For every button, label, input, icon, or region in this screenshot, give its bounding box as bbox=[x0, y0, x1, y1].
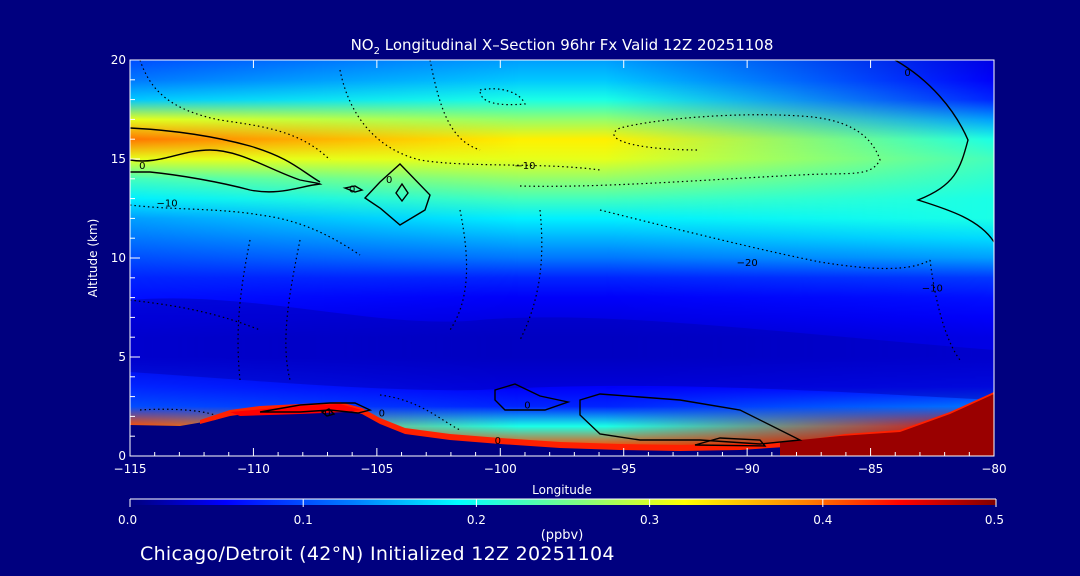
x-tick-label: −115 bbox=[114, 462, 147, 476]
colorbar-ticks: 0.0 0.1 0.2 0.3 0.4 0.5 bbox=[118, 499, 1004, 527]
contour-neg-8 bbox=[449, 209, 468, 331]
colorbar-tick-label: 0.0 bbox=[118, 513, 137, 527]
y-tick-label: 15 bbox=[111, 152, 126, 166]
contour-0-terrain-small bbox=[320, 408, 336, 417]
contour-0-west bbox=[130, 149, 323, 193]
y-axis-label: Altitude (km) bbox=[86, 219, 100, 298]
surface-no2-west bbox=[230, 404, 362, 416]
y-tick-label: 10 bbox=[111, 251, 126, 265]
mid-trop-low-band bbox=[130, 298, 994, 400]
contour-neg-14 bbox=[379, 394, 461, 431]
contour-0-diamond-inner bbox=[395, 182, 409, 203]
contour-label: 0 bbox=[349, 185, 355, 196]
contour-label: 0 bbox=[379, 408, 385, 419]
plot-area: 0 −10 0 0 −10 −20 −10 0 0 0 0 0 bbox=[130, 60, 994, 456]
colorbar-tick-label: 0.5 bbox=[985, 513, 1004, 527]
contour-0-west-upper bbox=[130, 127, 321, 183]
contour-label: −10 bbox=[514, 161, 535, 172]
x-axis-label: Longitude bbox=[532, 483, 592, 497]
colorbar-tick-label: 0.1 bbox=[294, 513, 313, 527]
x-tick-label: −95 bbox=[611, 462, 636, 476]
x-tick-label: −105 bbox=[360, 462, 393, 476]
colorbar-label: (ppbv) bbox=[541, 528, 584, 543]
colorbar-tick-label: 0.3 bbox=[640, 513, 659, 527]
surface-no2-east bbox=[780, 394, 994, 456]
y-axis: 0 5 10 15 20 bbox=[111, 53, 140, 463]
heatmap-east bbox=[130, 60, 994, 456]
y-tick-label: 20 bbox=[111, 53, 126, 67]
contour-neg-5 bbox=[519, 114, 881, 187]
contour-0-low-east-2 bbox=[694, 437, 767, 447]
contour-0-low-east bbox=[579, 393, 803, 445]
x-tick-label: −85 bbox=[858, 462, 883, 476]
contour-neg-7 bbox=[929, 259, 961, 361]
x-tick-label: −110 bbox=[237, 462, 270, 476]
contour-label: −10 bbox=[156, 199, 177, 210]
contour-label: 0 bbox=[386, 175, 392, 186]
contour-0-small bbox=[342, 185, 364, 193]
contour-label: 0 bbox=[495, 436, 501, 447]
contour-neg-12 bbox=[130, 299, 261, 331]
y-tick-label: 5 bbox=[118, 350, 126, 364]
colorbar-tick-label: 0.4 bbox=[813, 513, 832, 527]
contour-0-terrain bbox=[259, 402, 373, 414]
contour-label: 0 bbox=[324, 408, 330, 419]
y-tick-label: 0 bbox=[118, 449, 126, 463]
chart-title: NO2 Longitudinal X–Section 96hr Fx Valid… bbox=[351, 36, 774, 57]
contour-neg-11 bbox=[285, 239, 301, 381]
x-axis: −115 −110 −105 −100 −95 −90 −85 −80 bbox=[114, 60, 1007, 476]
contour-label: 0 bbox=[904, 68, 910, 79]
x-tick-label: −80 bbox=[981, 462, 1006, 476]
contours-solid bbox=[130, 60, 994, 447]
contour-0-low-mid bbox=[494, 383, 571, 411]
contour-label: 0 bbox=[139, 161, 145, 172]
contour-label: 0 bbox=[524, 401, 530, 412]
contours-dotted bbox=[130, 60, 961, 431]
footer-caption: Chicago/Detroit (42°N) Initialized 12Z 2… bbox=[140, 543, 615, 565]
contour-neg-3 bbox=[339, 69, 601, 171]
x-tick-label: −90 bbox=[734, 462, 759, 476]
contour-0-east bbox=[894, 60, 994, 243]
contour-neg-9 bbox=[519, 209, 543, 341]
contour-labels: 0 −10 0 0 −10 −20 −10 0 0 0 0 0 bbox=[139, 68, 943, 447]
contour-label: −10 bbox=[922, 284, 943, 295]
contour-label: −20 bbox=[737, 258, 758, 269]
contour-neg-13 bbox=[479, 88, 526, 106]
contour-neg-1 bbox=[139, 60, 331, 161]
contour-neg-6 bbox=[599, 209, 931, 270]
contour-neg-2 bbox=[130, 204, 361, 256]
colorbar bbox=[130, 499, 996, 505]
colorbar-tick-label: 0.2 bbox=[467, 513, 486, 527]
x-tick-label: −100 bbox=[484, 462, 517, 476]
contour-0-diamond-outer bbox=[363, 163, 431, 226]
